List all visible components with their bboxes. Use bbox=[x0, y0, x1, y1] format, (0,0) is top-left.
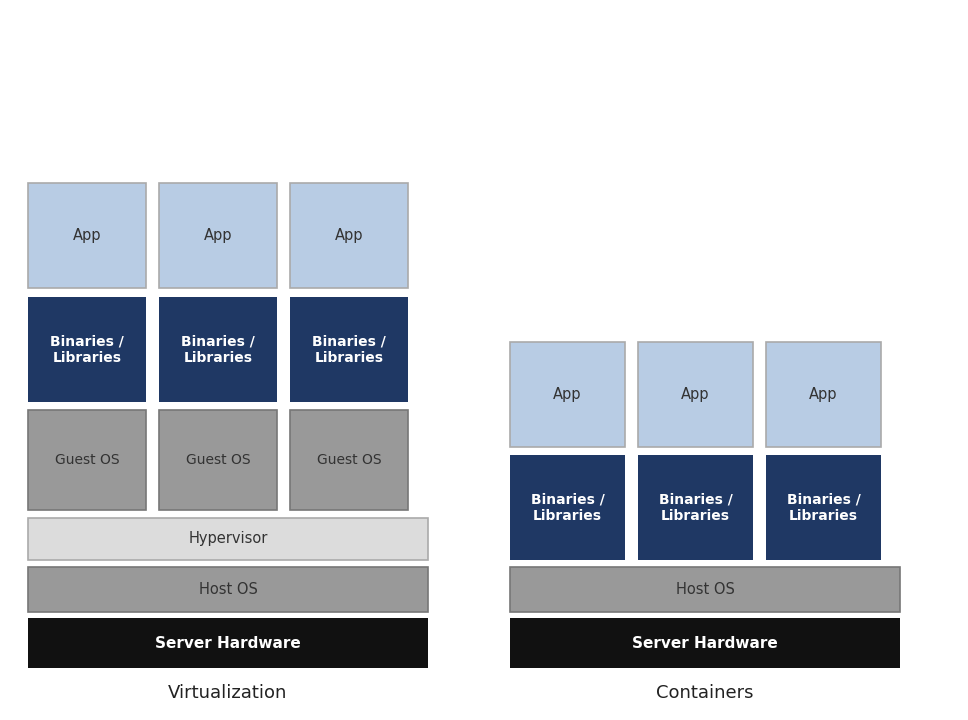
Text: Binaries /
Libraries: Binaries / Libraries bbox=[787, 492, 861, 523]
FancyBboxPatch shape bbox=[510, 342, 625, 447]
FancyBboxPatch shape bbox=[159, 183, 277, 288]
FancyBboxPatch shape bbox=[159, 410, 277, 510]
Text: Guest OS: Guest OS bbox=[317, 453, 381, 467]
FancyBboxPatch shape bbox=[28, 518, 428, 560]
FancyBboxPatch shape bbox=[510, 455, 625, 560]
FancyBboxPatch shape bbox=[638, 455, 753, 560]
Text: App: App bbox=[73, 228, 102, 243]
Text: Guest OS: Guest OS bbox=[54, 453, 119, 467]
FancyBboxPatch shape bbox=[28, 183, 146, 288]
Text: Hypervisor: Hypervisor bbox=[189, 531, 268, 546]
Text: Binaries /
Libraries: Binaries / Libraries bbox=[530, 492, 604, 523]
FancyBboxPatch shape bbox=[159, 297, 277, 402]
Text: App: App bbox=[335, 228, 363, 243]
FancyBboxPatch shape bbox=[290, 410, 408, 510]
Text: App: App bbox=[681, 387, 710, 402]
Text: Binaries /
Libraries: Binaries / Libraries bbox=[658, 492, 733, 523]
Text: Binaries /
Libraries: Binaries / Libraries bbox=[181, 334, 255, 364]
Text: App: App bbox=[809, 387, 837, 402]
Text: Server Hardware: Server Hardware bbox=[632, 636, 778, 650]
Text: Host OS: Host OS bbox=[676, 582, 735, 597]
FancyBboxPatch shape bbox=[766, 455, 881, 560]
FancyBboxPatch shape bbox=[28, 567, 428, 612]
Text: Host OS: Host OS bbox=[198, 582, 257, 597]
Text: App: App bbox=[554, 387, 582, 402]
FancyBboxPatch shape bbox=[510, 567, 900, 612]
FancyBboxPatch shape bbox=[28, 297, 146, 402]
Text: App: App bbox=[203, 228, 232, 243]
FancyBboxPatch shape bbox=[290, 183, 408, 288]
Text: Virtualization: Virtualization bbox=[168, 683, 287, 701]
FancyBboxPatch shape bbox=[510, 618, 900, 668]
FancyBboxPatch shape bbox=[28, 618, 428, 668]
FancyBboxPatch shape bbox=[28, 410, 146, 510]
Text: Server Hardware: Server Hardware bbox=[155, 636, 301, 650]
FancyBboxPatch shape bbox=[290, 297, 408, 402]
Text: Guest OS: Guest OS bbox=[186, 453, 251, 467]
FancyBboxPatch shape bbox=[638, 342, 753, 447]
Text: Binaries /
Libraries: Binaries / Libraries bbox=[50, 334, 124, 364]
Text: Containers: Containers bbox=[656, 683, 754, 701]
FancyBboxPatch shape bbox=[766, 342, 881, 447]
Text: Binaries /
Libraries: Binaries / Libraries bbox=[312, 334, 386, 364]
